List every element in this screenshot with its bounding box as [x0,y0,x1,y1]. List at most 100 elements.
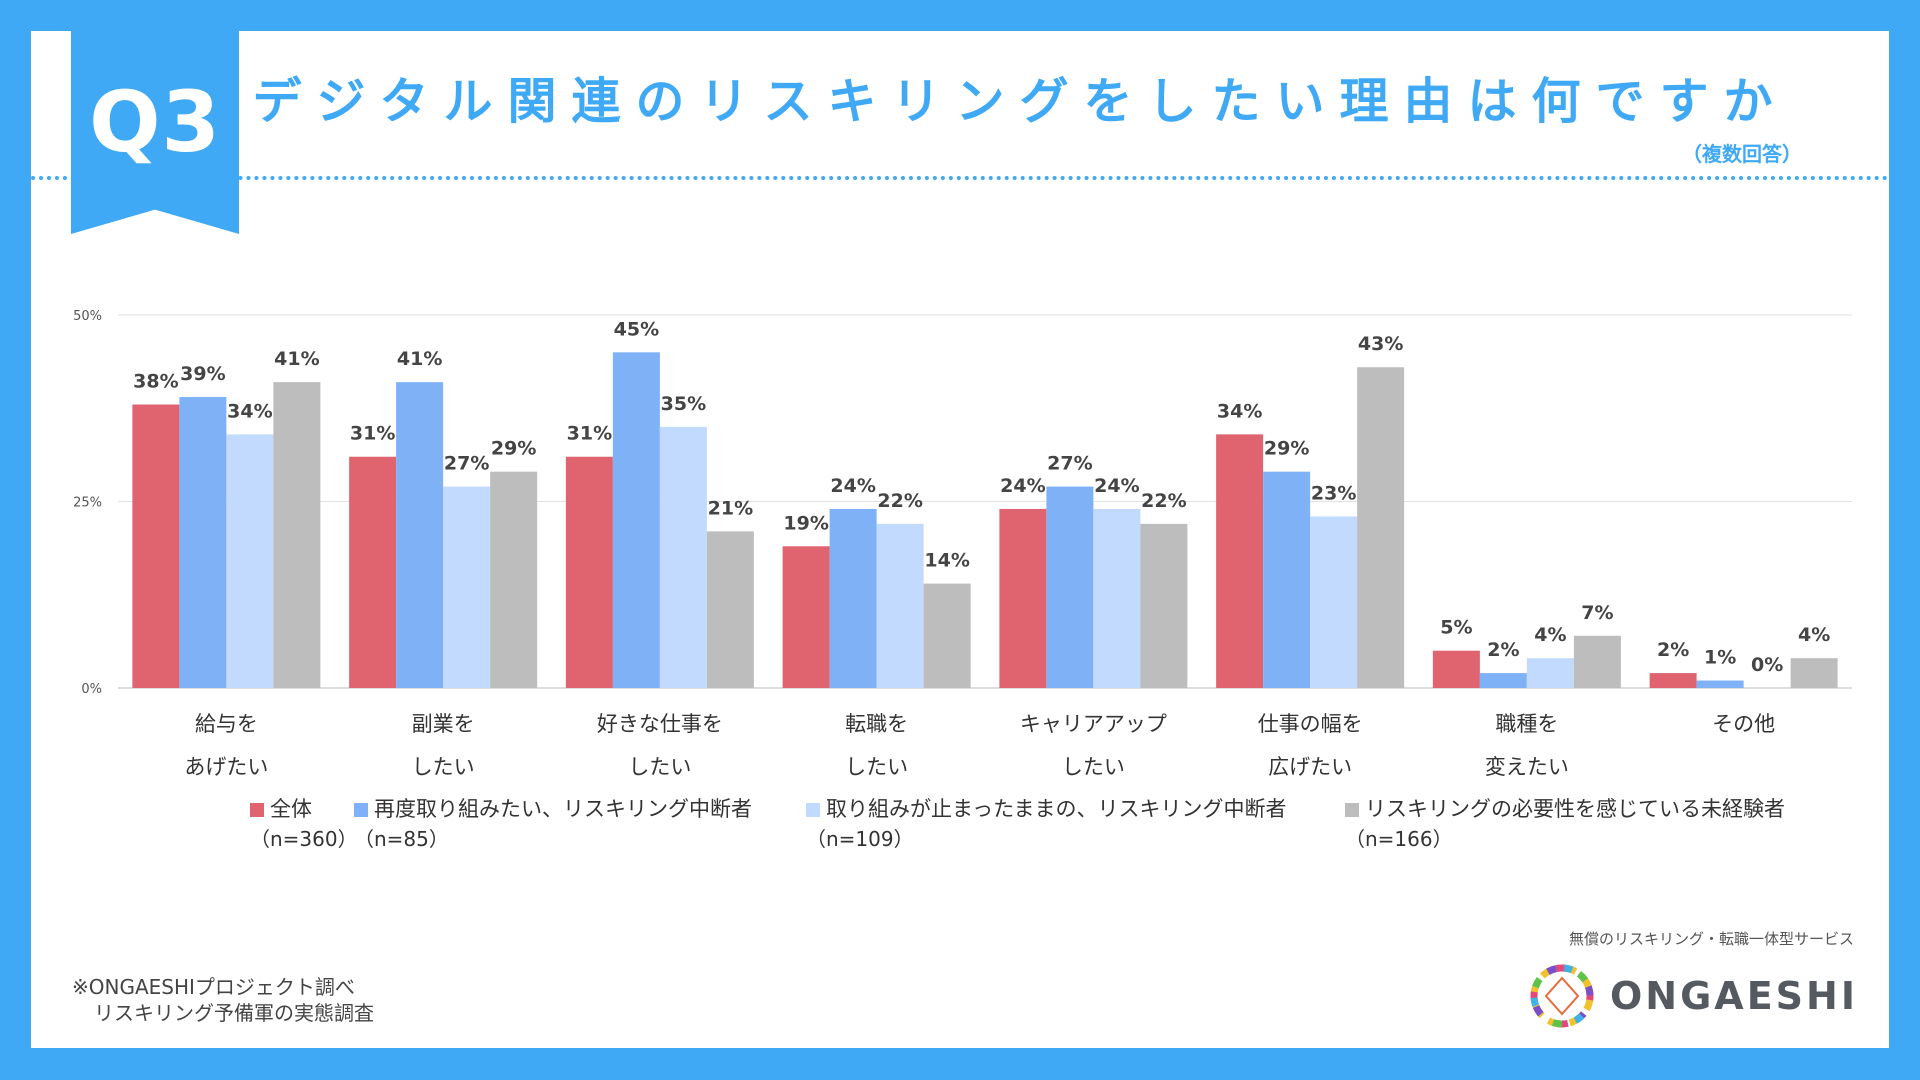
bar [349,456,397,688]
y-tick-label: 25% [73,496,102,511]
card-background [31,31,1889,1048]
bar [1310,516,1358,688]
bar [782,546,830,688]
bar [273,382,321,688]
ongaeshi-logo-icon [1530,964,1594,1028]
bar-value-label: 45% [614,318,659,340]
bar-value-label: 29% [491,438,536,460]
bar [179,397,227,688]
bar [876,523,924,688]
legend-swatch [806,803,820,817]
bar [443,486,491,688]
x-category-label: したい [845,755,908,779]
bar [1790,658,1838,688]
bar [1216,434,1264,688]
bar [659,426,707,688]
x-category-label: キャリアアップ [1020,712,1167,736]
bar-value-label: 27% [1047,453,1092,475]
source-note: ※ONGAESHIプロジェクト調べ リスキリング予備軍の実態調査 [72,974,374,1026]
x-category-label: 仕事の幅を [1258,712,1363,736]
bar-value-label: 1% [1704,647,1736,669]
brand-name: ONGAESHI [1610,974,1858,1018]
x-category-label: したい [628,755,691,779]
legend-label: リスキリングの必要性を感じている未経験者 [1365,797,1785,821]
bar [132,404,180,688]
x-category-label: 職種を [1495,712,1558,736]
question-badge: Q3 [71,31,239,234]
bar-value-label: 22% [1141,490,1186,512]
bar-value-label: 31% [350,423,395,445]
bar-value-label: 34% [1217,400,1262,422]
bar-value-label: 39% [180,363,225,385]
bar-value-label: 21% [708,497,753,519]
bar-value-label: 38% [133,371,178,393]
bar [1649,673,1697,688]
bar [612,352,660,688]
bar-value-label: 4% [1534,624,1566,646]
bar [490,471,538,688]
title-divider [31,176,1889,180]
bar-value-label: 41% [274,348,319,370]
bar-value-label: 24% [1094,475,1139,497]
x-category-label: したい [412,755,475,779]
bar [1432,650,1480,688]
bar-value-label: 24% [1000,475,1045,497]
bar [1046,486,1094,688]
source-line-1: ※ONGAESHIプロジェクト調べ [72,975,355,999]
bar-value-label: 0% [1751,654,1783,676]
bar [1263,471,1311,688]
legend-item-all: 全体 （n=360） [250,794,358,854]
bar-value-label: 14% [924,550,969,572]
bar [396,382,444,688]
legend-label: 全体 [270,797,312,821]
bar-value-label: 5% [1440,617,1472,639]
bar [226,434,274,688]
y-tick-label: 50% [73,309,102,324]
x-category-label: したい [1062,755,1125,779]
x-category-label: 広げたい [1268,755,1352,779]
bar-value-label: 35% [661,393,706,415]
legend-sample-size: （n=109） [806,827,914,851]
bar [829,508,877,688]
legend-sample-size: （n=85） [354,827,449,851]
bar-value-label: 7% [1581,602,1613,624]
bar-value-label: 23% [1311,482,1356,504]
legend-label: 取り組みが止まったままの、リスキリング中断者 [826,797,1287,821]
bar [1357,367,1405,688]
bar [565,456,613,688]
bar-value-label: 43% [1358,333,1403,355]
x-category-label: 好きな仕事を [597,712,723,736]
bar [999,508,1047,688]
bar-value-label: 29% [1264,438,1309,460]
bar-value-label: 2% [1487,639,1519,661]
x-category-label: 転職を [845,712,908,736]
source-line-2: リスキリング予備軍の実態調査 [94,1001,374,1025]
bar-value-label: 27% [444,453,489,475]
y-tick-label: 0% [81,682,102,697]
legend-swatch [250,803,264,817]
x-category-label: 副業を [412,712,475,736]
bar [1696,680,1744,688]
bar [1526,658,1574,688]
chart-legend: 全体 （n=360） 再度取り組みたい、リスキリング中断者 （n=85） 取り組… [250,794,1890,854]
legend-item-stalled-interrupted: 取り組みが止まったままの、リスキリング中断者 （n=109） [806,794,1287,854]
bar-value-label: 2% [1657,639,1689,661]
bar-value-label: 41% [397,348,442,370]
bar [1573,635,1621,688]
page-title: デジタル関連のリスキリングをしたい理由は何ですか [252,73,1788,130]
legend-label: 再度取り組みたい、リスキリング中断者 [374,797,752,821]
bar-value-label: 19% [783,512,828,534]
legend-item-resume-interrupted: 再度取り組みたい、リスキリング中断者 （n=85） [354,794,752,854]
brand-tagline: 無償のリスキリング・転職一体型サービス [1568,930,1854,948]
legend-swatch [1345,803,1359,817]
brand-logo: ONGAESHI [1528,962,1858,1030]
legend-swatch [354,803,368,817]
bar [1479,673,1527,688]
legend-sample-size: （n=166） [1345,827,1453,851]
bar [923,583,971,688]
multiple-answer-note: （複数回答） [1682,142,1802,166]
bar-value-label: 24% [830,475,875,497]
x-category-label: 給与を [195,712,258,736]
bar [1140,523,1188,688]
bar-value-label: 31% [567,423,612,445]
